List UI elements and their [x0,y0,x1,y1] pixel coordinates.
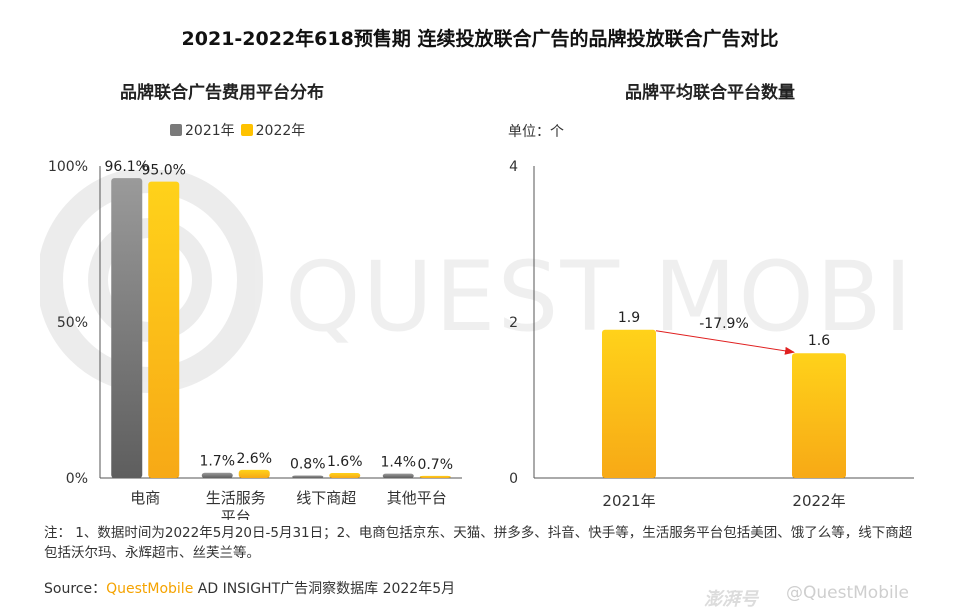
left-ytick-label: 0% [66,471,88,487]
right-chart-title: 品牌平均联合平台数量 [625,83,795,103]
left-category-label: 生活服务 [206,489,266,507]
bar-value-label: 96.1% [105,159,149,175]
chart-legend: 2021年 2022年 [170,120,305,140]
bar-2022 [329,473,361,478]
page-title: 2021-2022年618预售期 连续投放联合广告的品牌投放联合广告对比 [181,28,779,50]
right-ytick-label: 0 [509,471,518,487]
right-category-label: 2022年 [792,492,845,510]
bar-value-label: 1.6% [327,454,363,470]
bar-value-label: 1.4% [380,455,416,471]
left-category-label: 线下商超 [296,489,356,507]
left-category-label: 电商 [130,489,160,507]
source-prefix: Source： [44,581,107,597]
avg-platform-bar [792,353,846,478]
bar-2021 [292,475,324,478]
left-ytick-label: 50% [57,315,88,331]
legend-label-2022: 2022年 [255,123,306,139]
left-category-label: 平台 [221,508,251,520]
trend-arrow [655,330,795,355]
source-line: Source：QuestMobile AD INSIGHT广告洞察数据库 202… [44,578,455,598]
unit-label: 单位：个 [508,124,564,140]
source-brand: QuestMobile [106,581,194,597]
footer-mark: 澎湃号 [704,589,758,610]
bar-2022 [419,475,451,478]
bar-2021 [382,473,414,478]
left-bar-chart: 0% 50% 100% 96.1%95.0% 1.7% 2.6% 0.8% 1.6% 1.4%… [48,159,462,520]
left-category-label: 其他平台 [387,489,447,507]
left-ytick-label: 100% [48,159,88,175]
right-category-label: 2021年 [602,492,655,510]
bar-value-label: 95.0% [142,163,186,179]
bar-2022 [148,181,180,478]
legend-swatch-2021 [170,124,182,136]
bar-2022 [238,469,270,478]
source-rest: AD INSIGHT广告洞察数据库 2022年5月 [193,581,456,597]
right-ytick-label: 4 [509,159,518,175]
bar-2021 [201,472,233,478]
right-ytick-label: 2 [509,315,518,331]
left-chart-title: 品牌联合广告费用平台分布 [120,83,324,103]
bar-value-label: 0.8% [290,457,326,473]
bar-value-label: 1.7% [199,454,235,470]
bar-value-label: 1.9 [618,310,640,326]
change-annotation: -17.9% [699,316,749,332]
right-bar-chart: 0 2 4 1.9 1.6 2021年 2022年 -17.9% [509,159,914,510]
bar-2021 [111,178,143,478]
bar-value-label: 0.7% [417,457,453,473]
legend-label-2021: 2021年 [185,123,235,139]
legend-swatch-2022 [240,124,253,136]
footnote: 注： 1、数据时间为2022年5月20日-5月31日；2、电商包括京东、天猫、拼… [44,525,913,561]
bar-value-label: 2.6% [236,451,272,467]
avg-platform-bar [602,329,656,478]
bar-value-label: 1.6 [808,333,830,349]
footer-handle: @QuestMobile [786,583,909,603]
